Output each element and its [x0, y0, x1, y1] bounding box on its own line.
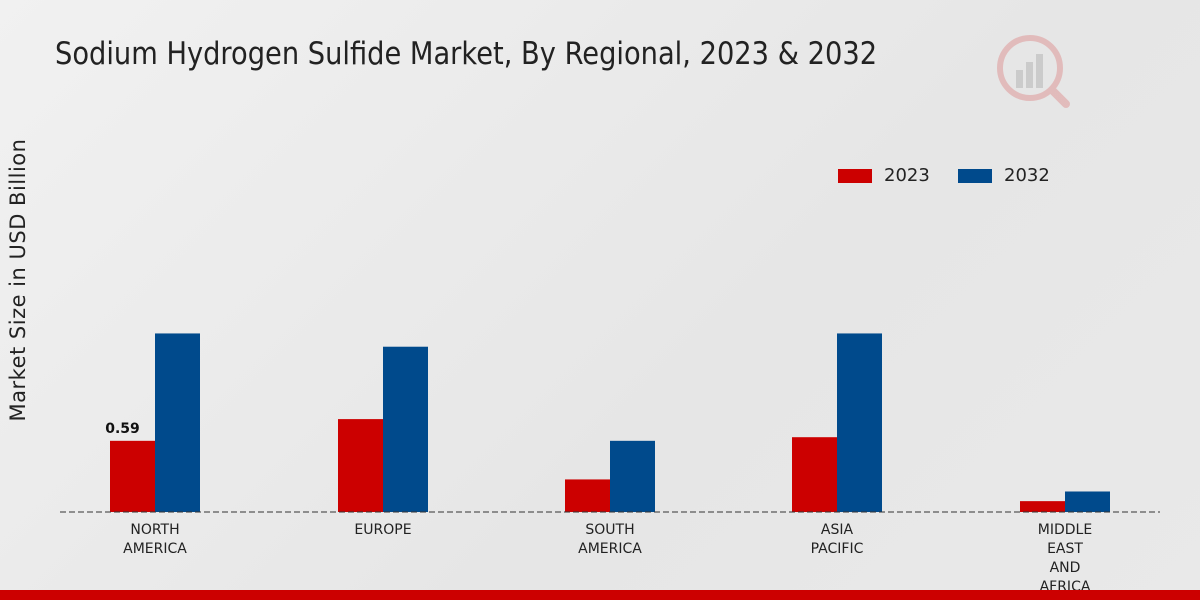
footer-bar: [0, 590, 1200, 600]
x-tick-label-4: MIDDLE EAST AND AFRICA: [1038, 522, 1092, 595]
bar-2032-4: [1065, 491, 1110, 512]
bar-2032-2: [610, 440, 655, 512]
x-tick-label-0: NORTH AMERICA: [123, 522, 187, 557]
legend-swatch-2023: [838, 168, 872, 183]
bar-2023-0: [110, 440, 155, 512]
bar-2023-1: [338, 419, 383, 512]
legend-item-2032: 2032: [958, 165, 1050, 186]
bar-2023-3: [792, 437, 837, 512]
x-tick-label-1: EUROPE: [354, 522, 411, 538]
data-label-0: 0.59: [105, 421, 140, 437]
legend-label-2023: 2023: [884, 165, 930, 186]
bar-2032-3: [837, 333, 882, 512]
bar-2023-4: [1020, 501, 1065, 512]
legend-label-2032: 2032: [1004, 165, 1050, 186]
x-tick-label-3: ASIA PACIFIC: [811, 522, 864, 557]
watermark-logo: [992, 30, 1072, 110]
chart-title: Sodium Hydrogen Sulfide Market, By Regio…: [55, 36, 878, 72]
legend-item-2023: 2023: [838, 165, 930, 186]
bar-2032-1: [383, 346, 428, 512]
bar-2032-0: [155, 333, 200, 512]
legend-swatch-2032: [958, 168, 992, 183]
bar-2023-2: [565, 479, 610, 512]
x-tick-label-2: SOUTH AMERICA: [578, 522, 642, 557]
